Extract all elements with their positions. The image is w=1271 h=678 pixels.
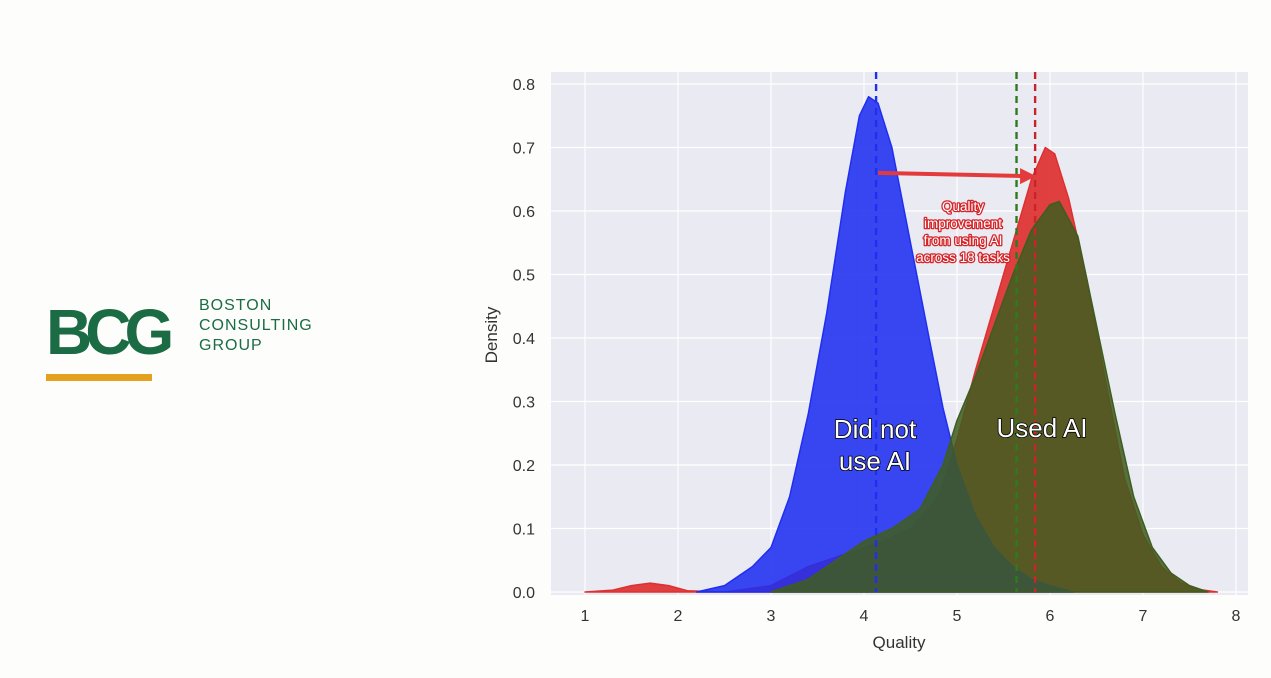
y-tick-label-2: 0.2 — [513, 458, 535, 475]
annotation-quality-line-3: from using AI — [924, 233, 1003, 248]
label-did-not-line-2: use AI — [839, 446, 911, 476]
x-tick-label-7: 8 — [1232, 608, 1241, 625]
arrow-head — [1020, 168, 1037, 185]
y-tick-label-0: 0.0 — [513, 585, 535, 602]
annotation-quality-line-1: Quality — [942, 199, 984, 214]
annotation-quality-line-4: across 18 tasks — [916, 250, 1010, 265]
x-axis-label: Quality — [873, 633, 926, 652]
x-tick-label-2: 3 — [767, 608, 776, 625]
logo-letters: BCG — [46, 296, 170, 368]
x-tick-label-1: 2 — [674, 608, 683, 625]
x-tick-label-0: 1 — [581, 608, 590, 625]
y-tick-label-4: 0.4 — [513, 331, 535, 348]
arrow-shaft — [877, 170, 1025, 179]
x-tick-label-3: 4 — [860, 608, 869, 625]
bcg-logo: BCG BOSTON CONSULTING GROUP — [46, 296, 313, 381]
logo-underline — [46, 374, 152, 381]
y-tick-label-6: 0.6 — [513, 204, 535, 221]
annotation-quality-line-2: improvement — [924, 216, 1002, 231]
mean-lines — [874, 72, 1037, 592]
label-used-ai: Used AI — [996, 413, 1087, 443]
x-tick-label-6: 7 — [1139, 608, 1148, 625]
logo-line-1: BOSTON — [199, 297, 272, 314]
x-tick-label-5: 6 — [1046, 608, 1055, 625]
x-tick-label-4: 5 — [953, 608, 962, 625]
y-tick-label-5: 0.5 — [513, 268, 535, 285]
logo-line-2: CONSULTING — [199, 317, 313, 334]
x-tick-labels: 1 2 3 4 5 6 7 8 — [581, 608, 1241, 625]
improvement-arrow — [877, 168, 1037, 185]
y-tick-label-7: 0.7 — [513, 141, 535, 158]
y-tick-label-8: 0.8 — [513, 77, 535, 94]
y-tick-label-1: 0.1 — [513, 522, 535, 539]
density-area-2 — [770, 200, 1209, 593]
density-areas — [584, 95, 1219, 593]
y-tick-labels: 0.0 0.1 0.2 0.3 0.4 0.5 0.6 0.7 0.8 — [513, 77, 535, 602]
y-tick-label-3: 0.3 — [513, 395, 535, 412]
label-did-not-line-1: Did not — [834, 414, 917, 444]
y-axis-label: Density — [482, 306, 501, 363]
logo-line-3: GROUP — [199, 337, 263, 354]
